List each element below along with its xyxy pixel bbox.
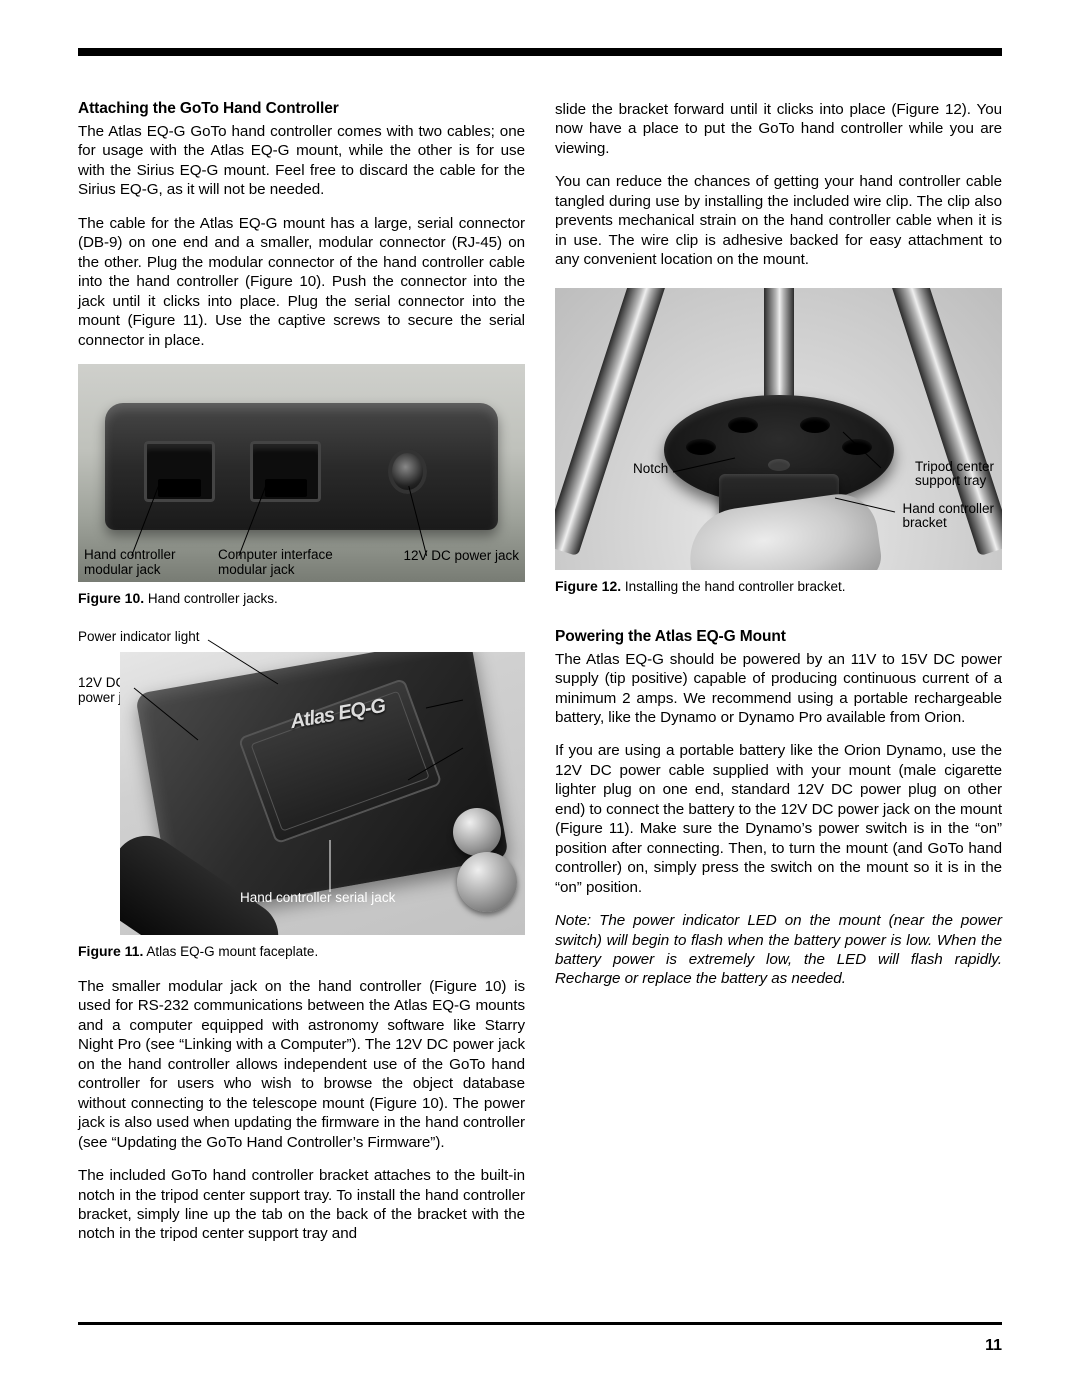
knob-icon [457, 852, 517, 912]
caption-text: Hand controller jacks. [144, 591, 278, 606]
caption-text: Atlas EQ-G mount faceplate. [143, 944, 318, 959]
right-column: slide the bracket forward until it click… [555, 100, 1002, 1258]
figure-10-caption: Figure 10. Hand controller jacks. [78, 590, 525, 606]
para: The cable for the Atlas EQ-G mount has a… [78, 214, 525, 350]
knob-icon [453, 808, 501, 856]
label-notch: Notch [633, 462, 668, 477]
label-hc-jack: Hand controller modular jack [84, 548, 176, 578]
caption-bold: Figure 12. [555, 578, 621, 594]
figure-12-caption: Figure 12. Installing the hand controlle… [555, 578, 1002, 594]
figure-12-image: Notch Tripod center support tray Hand co… [555, 288, 1002, 570]
label-dc-jack: 12V DC power jack [403, 549, 519, 564]
caption-text: Installing the hand controller bracket. [621, 579, 845, 594]
label-power-indicator: Power indicator light [78, 630, 200, 645]
heading-attaching: Attaching the GoTo Hand Controller [78, 100, 525, 118]
figure-10: Hand controller modular jack Computer in… [78, 364, 525, 582]
label-tray: Tripod center support tray [915, 460, 994, 490]
figure-11-image: Atlas EQ-G Hand controller serial jack [120, 652, 525, 935]
para: The Atlas EQ-G GoTo hand controller come… [78, 122, 525, 200]
para: The included GoTo hand controller bracke… [78, 1166, 525, 1244]
figure-11-caption: Figure 11. Atlas EQ-G mount faceplate. [78, 943, 525, 959]
label-hc-serial-jack: Hand controller serial jack [240, 890, 395, 905]
para: The Atlas EQ-G should be powered by an 1… [555, 650, 1002, 728]
page-number: 11 [985, 1337, 1002, 1355]
two-column-layout: Attaching the GoTo Hand Controller The A… [78, 100, 1002, 1258]
figure-11: Power indicator light 12V DC power jack … [78, 630, 525, 935]
figure-10-image: Hand controller modular jack Computer in… [78, 364, 525, 582]
caption-bold: Figure 11. [78, 943, 143, 959]
para: If you are using a portable battery like… [555, 741, 1002, 897]
label-bracket: Hand controller bracket [902, 502, 994, 532]
para: slide the bracket forward until it click… [555, 100, 1002, 158]
para: The smaller modular jack on the hand con… [78, 977, 525, 1152]
label-ci-jack: Computer interface modular jack [218, 548, 333, 578]
top-rule [78, 48, 1002, 56]
note-para: Note: The power indicator LED on the mou… [555, 911, 1002, 989]
page: Attaching the GoTo Hand Controller The A… [0, 0, 1080, 1397]
figure-12: Notch Tripod center support tray Hand co… [555, 288, 1002, 570]
para: You can reduce the chances of getting yo… [555, 172, 1002, 269]
left-column: Attaching the GoTo Hand Controller The A… [78, 100, 525, 1258]
heading-powering: Powering the Atlas EQ-G Mount [555, 628, 1002, 646]
bottom-rule [78, 1322, 1002, 1325]
caption-bold: Figure 10. [78, 590, 144, 606]
